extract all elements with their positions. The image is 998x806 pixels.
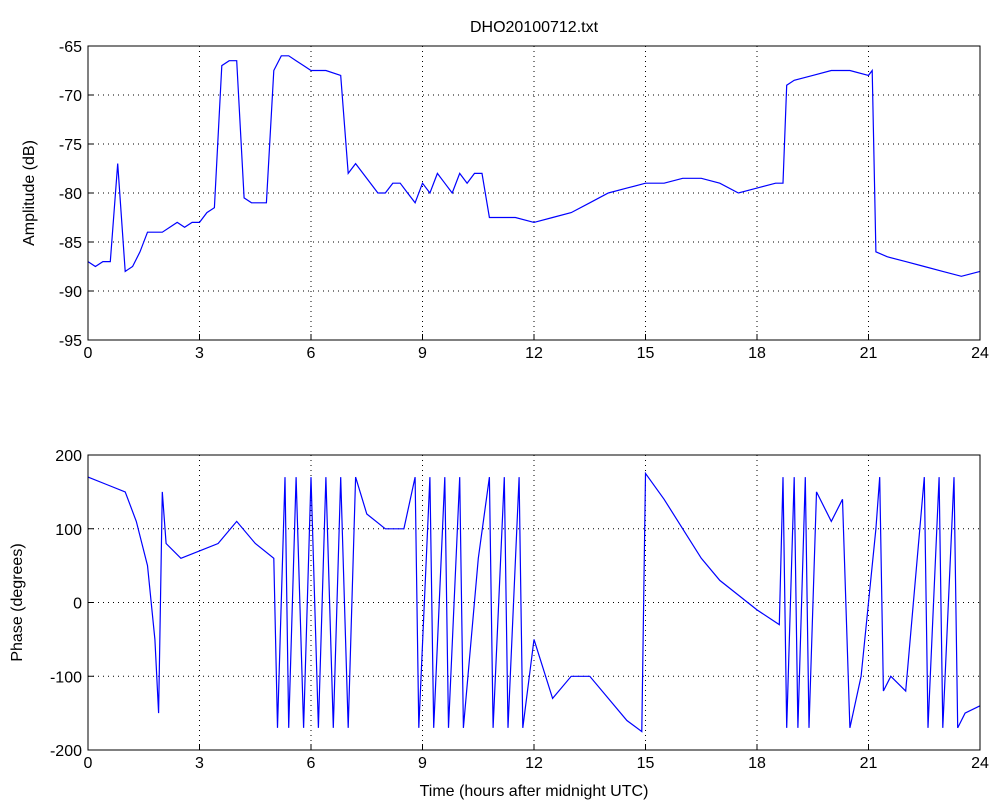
x-tick-label: 3: [195, 345, 204, 362]
x-tick-label: 3: [195, 755, 204, 772]
data-line: [87, 471, 981, 733]
y-tick-label: -90: [59, 284, 82, 301]
y-tick-label: -80: [59, 186, 82, 203]
x-tick-label: 12: [525, 755, 543, 772]
y-tick-label: -100: [50, 669, 82, 686]
axes-box: [87, 454, 981, 751]
y-tick-label: -200: [50, 743, 82, 760]
x-tick-label: 9: [418, 755, 427, 772]
y-tick-label: -75: [59, 137, 82, 154]
y-tick-label: -95: [59, 333, 82, 350]
x-tick-label: 15: [637, 345, 655, 362]
chart-title: DHO20100712.txt: [470, 19, 599, 36]
y-tick-label: -85: [59, 235, 82, 252]
x-tick-label: 18: [748, 755, 766, 772]
y-tick-label: 200: [55, 448, 82, 465]
y-axis-label: Amplitude (dB): [21, 140, 38, 246]
axes-box: [87, 45, 981, 341]
x-tick-label: 18: [748, 345, 766, 362]
x-tick-label: 24: [971, 755, 989, 772]
y-tick-label: -70: [59, 88, 82, 105]
x-tick-label: 12: [525, 345, 543, 362]
x-tick-label: 6: [307, 345, 316, 362]
x-tick-label: 9: [418, 345, 427, 362]
y-axis-label: Phase (degrees): [9, 543, 26, 661]
x-tick-label: 0: [84, 755, 93, 772]
x-tick-label: 6: [307, 755, 316, 772]
x-tick-label: 15: [637, 755, 655, 772]
x-tick-label: 21: [860, 345, 878, 362]
y-tick-label: -65: [59, 39, 82, 56]
x-tick-label: 24: [971, 345, 989, 362]
y-tick-label: 100: [55, 522, 82, 539]
x-axis-label: Time (hours after midnight UTC): [420, 783, 649, 800]
x-tick-label: 0: [84, 345, 93, 362]
data-line: [87, 55, 981, 277]
y-tick-label: 0: [73, 596, 82, 613]
x-tick-label: 21: [860, 755, 878, 772]
